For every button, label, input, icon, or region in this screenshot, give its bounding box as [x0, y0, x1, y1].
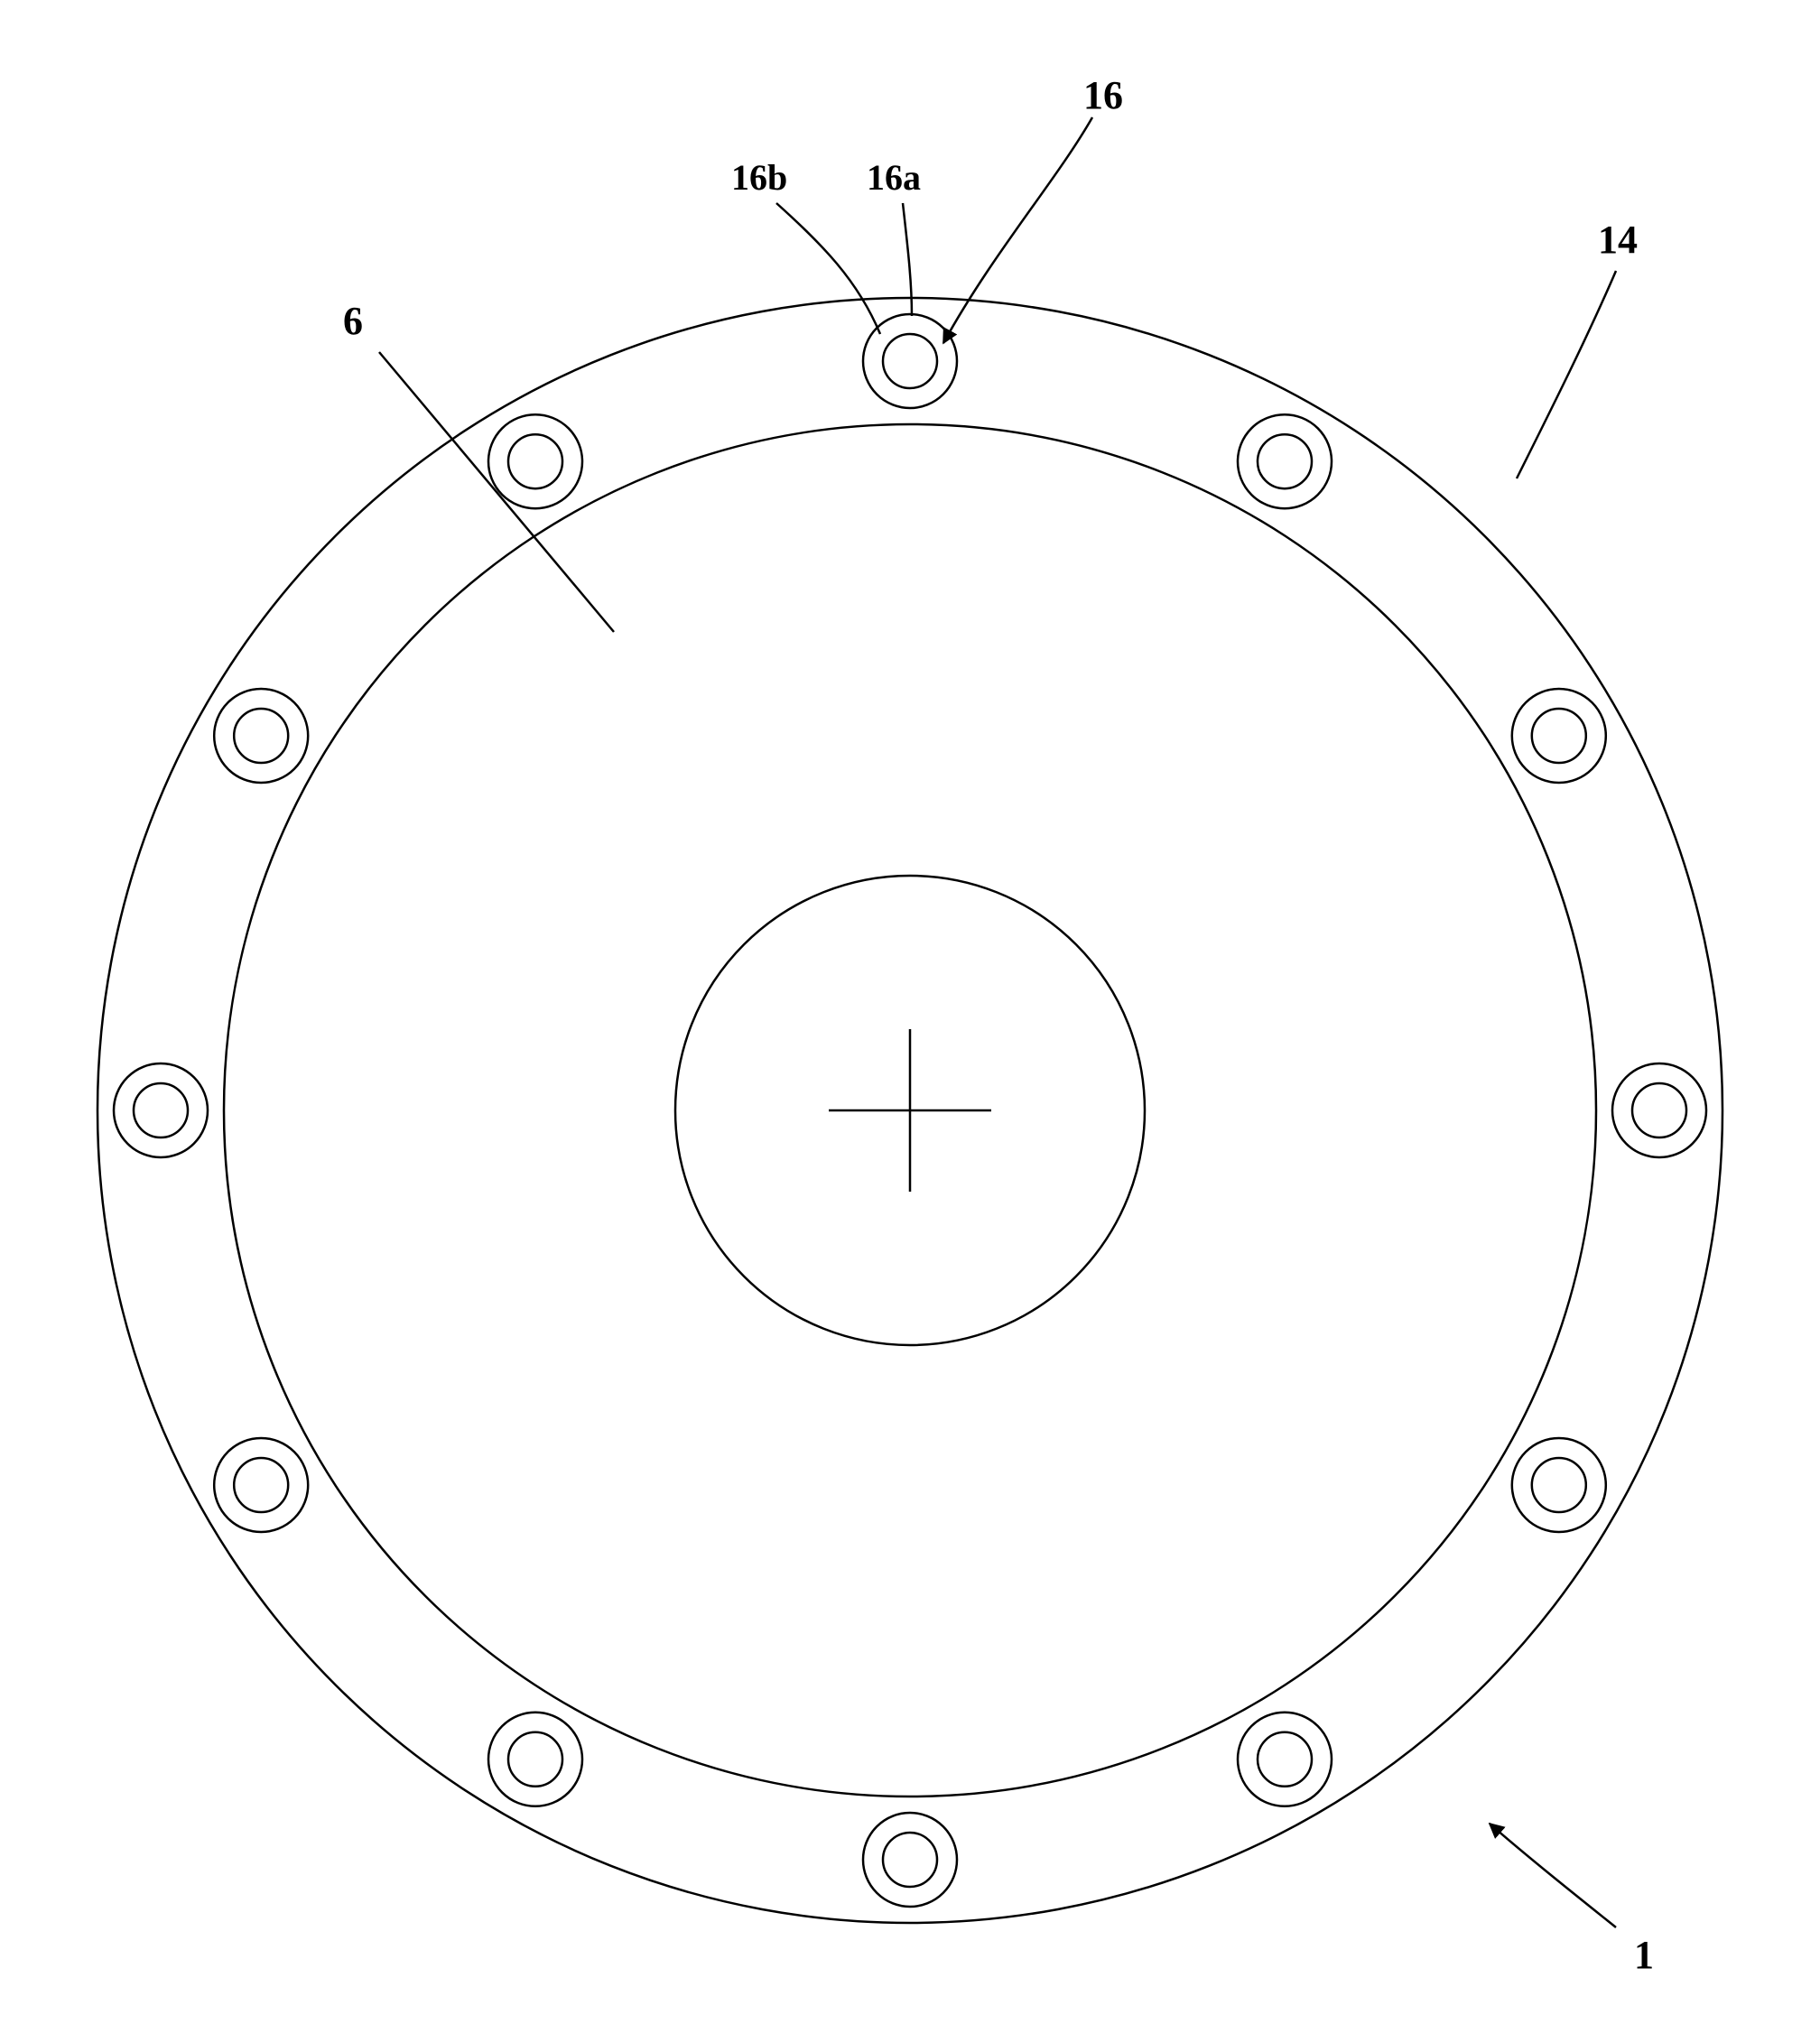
flange-diagram: 16 16b 16a 6 14 1: [0, 0, 1820, 2024]
label-16: 16: [1083, 73, 1123, 117]
label-14: 14: [1598, 218, 1638, 262]
bolt-hole: [1238, 414, 1332, 508]
leader-1: [1490, 1824, 1616, 1927]
leader-6: [379, 352, 614, 632]
bolt-hole: [114, 1063, 208, 1157]
bolt-hole: [863, 1813, 957, 1907]
leader-14: [1517, 271, 1616, 478]
label-1: 1: [1634, 1933, 1654, 1977]
bolt-hole: [214, 1438, 308, 1532]
label-16b: 16b: [731, 157, 787, 198]
diagram-container: 16 16b 16a 6 14 1: [0, 0, 1820, 2024]
bolt-hole: [488, 1713, 582, 1806]
bolt-hole: [1512, 1438, 1606, 1532]
label-6: 6: [343, 299, 363, 343]
bolt-hole: [1612, 1063, 1706, 1157]
leader-16b: [776, 203, 880, 334]
label-16a: 16a: [867, 157, 921, 198]
bolt-hole: [1512, 689, 1606, 783]
leader-16: [943, 117, 1092, 343]
bolt-hole: [1238, 1713, 1332, 1806]
bolt-hole: [488, 414, 582, 508]
bolt-hole: [214, 689, 308, 783]
